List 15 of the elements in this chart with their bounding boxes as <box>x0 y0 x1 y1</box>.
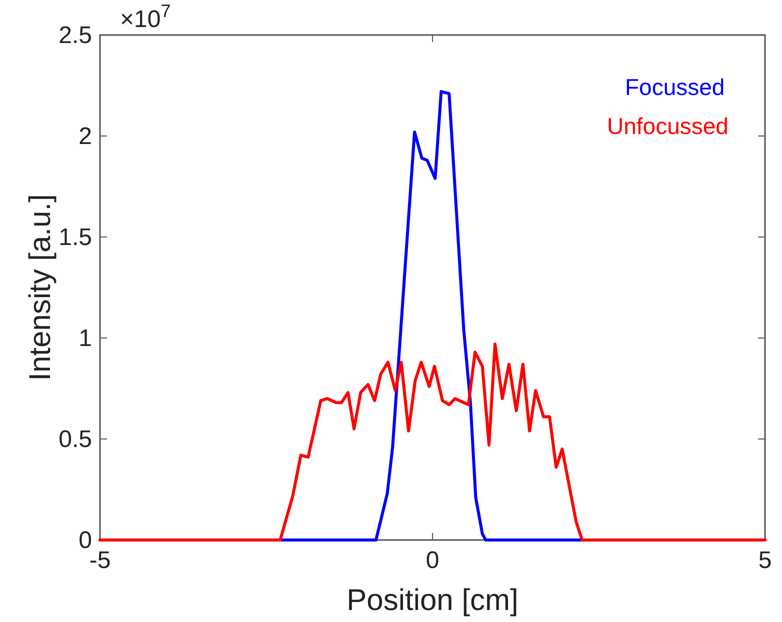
text: Unfocussed <box>607 113 728 139</box>
y-tick-label: 1.5 <box>58 224 92 251</box>
y-tick-label: 1 <box>78 325 92 352</box>
y-tick-label: 2 <box>78 123 92 150</box>
x-tick-label: -5 <box>89 547 111 574</box>
x-tick-label: 0 <box>426 547 440 574</box>
text: ×10$^{7}$ <box>120 1 171 33</box>
y-axis-title: Intensity [a.u.] <box>24 194 57 381</box>
x-tick-label: 5 <box>758 547 772 574</box>
line-series <box>98 342 766 542</box>
x-axis-title: Position [cm] <box>346 584 518 617</box>
y-tick-label: 0 <box>78 527 92 554</box>
y-tick-label: 0.5 <box>58 426 92 453</box>
text: Focussed <box>625 74 725 100</box>
y-tick-label: 2.5 <box>58 22 92 49</box>
